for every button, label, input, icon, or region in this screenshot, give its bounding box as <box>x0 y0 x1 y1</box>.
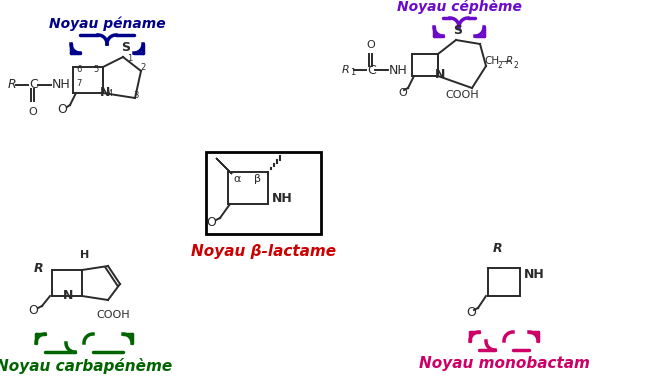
Text: 7: 7 <box>76 79 81 88</box>
Text: Noyau monobactam: Noyau monobactam <box>419 356 589 371</box>
Text: R: R <box>8 78 16 92</box>
Text: 2: 2 <box>498 61 503 70</box>
Text: 1: 1 <box>127 54 132 63</box>
Text: CH: CH <box>484 56 499 66</box>
Text: NH: NH <box>52 78 71 92</box>
Text: Noyau céphème: Noyau céphème <box>397 0 522 14</box>
Text: NH: NH <box>524 268 545 281</box>
Text: O: O <box>206 216 216 229</box>
Text: O: O <box>57 103 67 116</box>
Text: NH: NH <box>389 63 408 76</box>
Bar <box>206 152 321 234</box>
Text: C: C <box>29 78 37 92</box>
Text: S: S <box>121 41 130 54</box>
Polygon shape <box>216 158 232 174</box>
Text: N: N <box>435 68 445 81</box>
Text: N: N <box>63 289 74 302</box>
Text: α: α <box>233 174 240 184</box>
Text: R: R <box>342 65 350 75</box>
Text: —: — <box>501 56 510 66</box>
Text: O: O <box>28 304 38 317</box>
Text: Noyau péname: Noyau péname <box>49 16 166 31</box>
Text: R: R <box>34 262 43 275</box>
Text: O: O <box>366 40 374 50</box>
Text: R: R <box>506 56 513 66</box>
Text: O: O <box>398 88 407 98</box>
Text: Noyau β-lactame: Noyau β-lactame <box>191 244 336 259</box>
Text: 3: 3 <box>133 91 139 100</box>
Text: NH: NH <box>272 192 293 205</box>
Text: COOH: COOH <box>96 310 129 320</box>
Text: R: R <box>493 242 503 255</box>
Text: 2: 2 <box>140 63 145 72</box>
Text: COOH: COOH <box>445 90 479 100</box>
Text: O: O <box>466 306 476 319</box>
Text: S: S <box>453 24 462 37</box>
Text: C: C <box>367 63 376 76</box>
Text: O: O <box>28 107 37 117</box>
Text: 4: 4 <box>108 89 113 98</box>
Text: H: H <box>80 250 89 260</box>
Text: 1: 1 <box>350 68 355 77</box>
Text: N: N <box>100 86 110 99</box>
Text: 6: 6 <box>76 65 81 74</box>
Text: β: β <box>254 174 261 184</box>
Text: 5: 5 <box>93 65 99 74</box>
Text: 2: 2 <box>514 61 519 70</box>
Text: Noyau carbapénème: Noyau carbapénème <box>0 358 172 374</box>
